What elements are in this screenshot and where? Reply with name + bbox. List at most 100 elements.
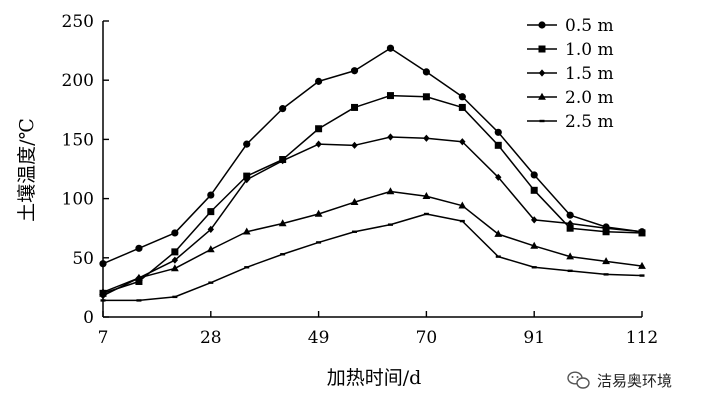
x-tick-label: 28 <box>200 328 222 348</box>
legend-marker <box>538 45 546 53</box>
x-tick-label: 49 <box>308 328 330 348</box>
series-line <box>102 136 643 297</box>
series-5 <box>100 212 645 302</box>
series-4 <box>99 187 646 295</box>
data-point <box>315 125 323 133</box>
legend-label: 1.0 m <box>565 40 614 60</box>
data-point <box>530 241 539 249</box>
data-point <box>208 281 214 284</box>
data-point <box>531 266 537 269</box>
data-point <box>170 264 179 272</box>
data-point <box>458 201 467 209</box>
data-point <box>207 208 215 216</box>
data-point <box>494 141 502 149</box>
legend-marker <box>538 92 546 100</box>
data-point <box>136 299 142 302</box>
series-line <box>102 47 643 265</box>
series-layer <box>99 44 646 302</box>
data-point <box>567 269 573 273</box>
legend-entry: 1.5 m <box>527 64 614 84</box>
data-point <box>387 133 394 141</box>
legend-label: 2.0 m <box>565 88 614 108</box>
y-tick-label: 100 <box>62 190 94 210</box>
legend-marker <box>538 21 546 29</box>
data-point <box>171 256 179 264</box>
series-line <box>103 213 643 302</box>
series-3 <box>99 133 646 300</box>
y-tick-label: 0 <box>83 308 94 328</box>
legend-entry: 1.0 m <box>527 40 614 60</box>
y-tick-label: 200 <box>62 71 94 91</box>
data-point <box>315 140 322 148</box>
y-tick-label: 50 <box>72 249 94 269</box>
data-point <box>423 134 430 142</box>
data-point <box>171 229 179 237</box>
data-point <box>99 260 107 268</box>
data-point <box>99 287 107 295</box>
y-tick-label: 150 <box>62 130 94 150</box>
data-point <box>423 212 429 216</box>
data-point <box>314 209 323 217</box>
data-point <box>638 261 646 269</box>
y-tick-label: 250 <box>62 12 94 32</box>
data-point <box>602 224 610 232</box>
data-point <box>422 93 430 101</box>
data-point <box>172 295 178 299</box>
x-tick-label: 7 <box>98 328 109 348</box>
y-axis-ticks: 0 50 100 150 200 250 <box>62 12 109 328</box>
series-line <box>102 190 643 293</box>
data-point <box>242 227 251 235</box>
data-point <box>171 248 179 256</box>
x-tick-label: 91 <box>523 328 545 348</box>
data-point <box>386 187 395 195</box>
data-point <box>531 216 538 224</box>
data-point <box>458 103 466 111</box>
data-point <box>639 274 645 277</box>
series-2 <box>99 92 646 297</box>
data-point <box>459 138 466 146</box>
data-point <box>566 224 574 232</box>
data-point <box>315 77 323 85</box>
wechat-icon <box>567 371 590 389</box>
data-point <box>207 191 215 199</box>
legend-entry: 2.5 m <box>527 112 614 132</box>
series-line <box>102 94 643 295</box>
data-point <box>603 273 609 276</box>
data-point <box>278 219 287 227</box>
legend-entry: 0.5 m <box>527 16 614 36</box>
x-axis-ticks: 7 28 49 70 91 112 <box>98 311 658 348</box>
data-point <box>458 93 466 101</box>
data-point <box>351 103 359 111</box>
data-point <box>350 67 359 75</box>
data-point <box>530 171 538 179</box>
data-point <box>206 245 215 253</box>
data-point <box>350 197 359 205</box>
legend: 0.5 m 1.0 m 1.5 m 2.0 m 2.5 m <box>527 16 614 132</box>
data-point <box>422 192 431 200</box>
data-point <box>243 140 251 148</box>
data-point <box>279 105 287 113</box>
data-point <box>566 252 575 260</box>
y-axis-title: 土壤温度/℃ <box>16 118 38 222</box>
data-point <box>387 223 393 226</box>
data-point <box>207 225 214 233</box>
data-point <box>316 241 322 244</box>
data-point <box>638 228 646 236</box>
data-point <box>495 173 502 181</box>
data-point <box>495 255 501 258</box>
data-point <box>566 219 574 228</box>
data-point <box>244 266 250 269</box>
legend-entry: 2.0 m <box>527 88 614 108</box>
data-point <box>494 128 502 136</box>
data-point <box>422 68 430 76</box>
data-point <box>100 299 106 302</box>
x-axis-title: 加热时间/d <box>327 367 422 389</box>
watermark-text: 洁易奥环境 <box>597 372 672 390</box>
watermark: 洁易奥环境 <box>567 371 672 390</box>
data-point <box>279 157 286 165</box>
data-point <box>243 176 250 184</box>
series-1 <box>99 44 646 268</box>
data-point <box>494 229 503 237</box>
